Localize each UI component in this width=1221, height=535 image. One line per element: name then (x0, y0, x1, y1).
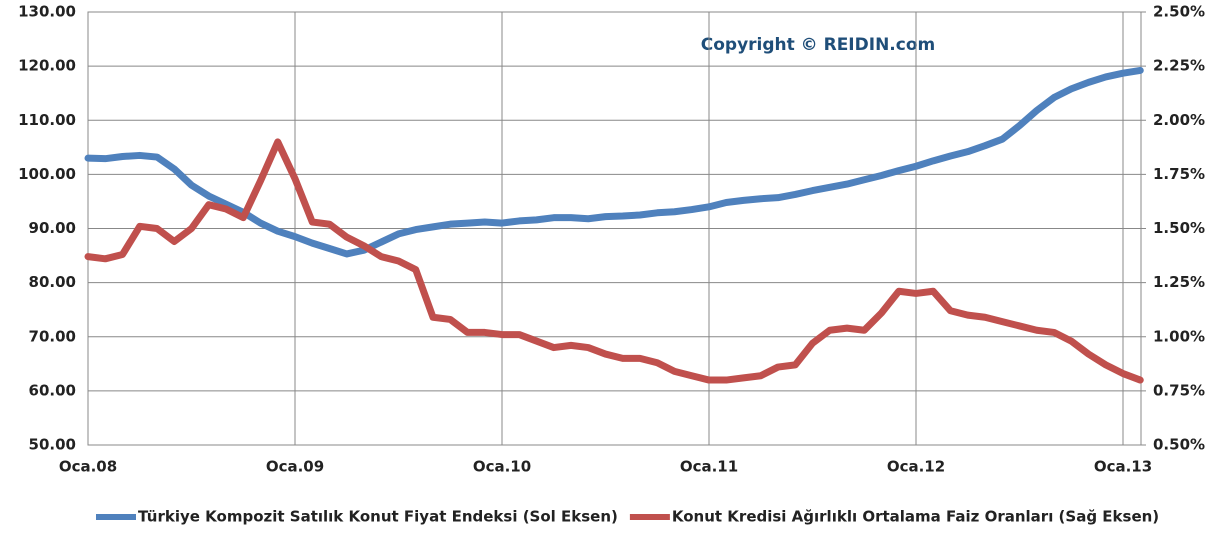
y-tick-label: 110.00 (18, 111, 76, 129)
x-tick-label: Oca.13 (1094, 458, 1152, 476)
y-tick-label: 70.00 (29, 327, 76, 345)
x-tick-label: Oca.10 (473, 458, 531, 476)
plot-frame (87, 11, 1142, 446)
y-tick-label: 130.00 (18, 3, 76, 21)
y2-tick-label: 0.50% (1153, 436, 1205, 454)
legend-label: Türkiye Kompozit Satılık Konut Fiyat End… (138, 508, 618, 526)
x-tick-label: Oca.08 (59, 458, 117, 476)
y2-tick-label: 2.50% (1153, 3, 1205, 21)
copyright: Copyright © REIDIN.com (701, 35, 935, 55)
y-tick-label: 80.00 (29, 273, 76, 291)
x-tick-label: Oca.09 (266, 458, 324, 476)
y2-tick-label: 2.25% (1153, 57, 1205, 75)
y2-tick-label: 0.75% (1153, 381, 1205, 399)
y-tick-label: 60.00 (29, 381, 76, 399)
y2-tick-label: 1.75% (1153, 165, 1205, 183)
x-tick-label: Oca.12 (887, 458, 945, 476)
y-tick-label: 90.00 (29, 219, 76, 237)
legend-label: Konut Kredisi Ağırlıklı Ortalama Faiz Or… (672, 508, 1159, 526)
y-tick-label: 50.00 (29, 436, 76, 454)
y2-tick-label: 1.00% (1153, 327, 1205, 345)
line-series (84, 66, 1144, 258)
y-tick-label: 100.00 (18, 165, 76, 183)
y2-tick-label: 1.25% (1153, 273, 1205, 291)
y2-tick-label: 1.50% (1153, 219, 1205, 237)
y2-tick-label: 2.00% (1153, 111, 1205, 129)
y-tick-label: 120.00 (18, 57, 76, 75)
x-tick-label: Oca.11 (680, 458, 738, 476)
line-series (84, 138, 1144, 384)
